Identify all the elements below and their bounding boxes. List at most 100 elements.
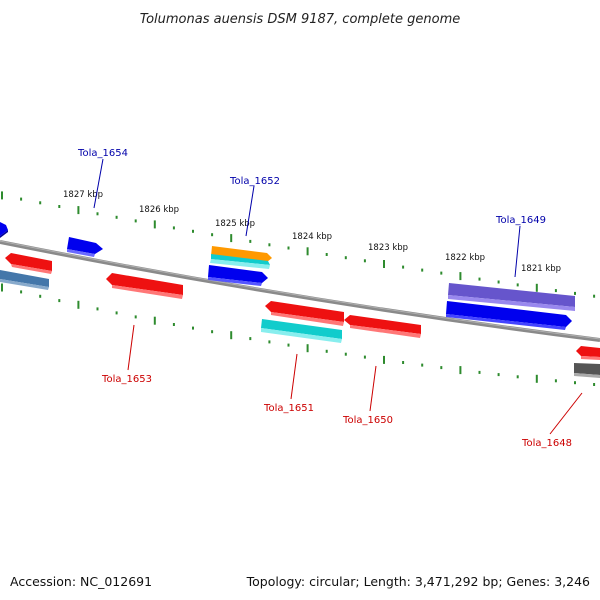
- gene-label-tola-1654[interactable]: Tola_1654: [77, 148, 128, 159]
- inner-ring-tick: [459, 366, 462, 375]
- outer-ring-tick: [478, 277, 481, 281]
- gene-tola-1653[interactable]: [106, 273, 183, 299]
- outer-ring-tick: [20, 197, 23, 201]
- leader-line-tola-1650: [369, 365, 377, 412]
- gene-tola-1654[interactable]: [67, 237, 103, 257]
- genome-backbone-highlight: [0, 240, 600, 340]
- outer-ring-tick: [287, 246, 290, 250]
- inner-ring-tick: [1, 283, 3, 292]
- outer-ring-tick: [153, 220, 156, 229]
- gene-label-tola-1653[interactable]: Tola_1653: [101, 374, 152, 385]
- outer-ring-tick: [535, 283, 538, 292]
- inner-ring-tick: [249, 337, 252, 341]
- outer-ring-tick: [593, 294, 596, 298]
- inner-ring-tick: [39, 294, 42, 298]
- outer-ring-tick: [554, 289, 557, 293]
- inner-ring-tick: [77, 300, 80, 309]
- outer-ring-tick: [344, 256, 347, 260]
- kbp-label-1821: 1821 kbp: [521, 264, 561, 274]
- gene-steel-edge-left[interactable]: [0, 270, 49, 290]
- map-title: Tolumonas auensis DSM 9187, complete gen…: [140, 12, 461, 27]
- outer-ring-tick: [440, 271, 443, 275]
- outer-ring-tick: [363, 259, 366, 263]
- outer-ring-tick: [421, 268, 424, 272]
- inner-ring-tick: [516, 375, 519, 379]
- gene-tola-1652[interactable]: [210, 246, 272, 269]
- inner-ring-tick: [325, 349, 328, 353]
- outer-ring-tick: [96, 212, 99, 216]
- inner-ring-tick: [440, 366, 443, 370]
- outer-ring-tick: [172, 226, 175, 230]
- kbp-label-1824: 1824 kbp: [292, 232, 332, 242]
- outer-ring-tick: [268, 243, 271, 247]
- inner-ring-tick: [211, 330, 214, 334]
- gene-label-tola-1651[interactable]: Tola_1651: [263, 403, 314, 414]
- outer-ring-tick: [516, 283, 519, 287]
- outer-ring-tick: [574, 291, 576, 295]
- outer-ring-tick: [249, 239, 252, 243]
- inner-ring-tick: [363, 355, 366, 359]
- accession-text: Accession: NC_012691: [10, 574, 152, 589]
- inner-ring-tick: [421, 363, 424, 367]
- outer-ring-tick: [230, 234, 233, 243]
- leader-line-tola-1653: [127, 324, 135, 371]
- outer-ring-tick: [134, 219, 137, 223]
- gene-label-tola-1652[interactable]: Tola_1652: [229, 176, 280, 187]
- inner-ring-tick: [402, 361, 405, 364]
- leader-line-tola-1654: [93, 158, 104, 209]
- leader-line-tola-1649: [514, 225, 521, 278]
- outer-ring-tick: [325, 253, 328, 256]
- inner-ring-tick: [497, 373, 500, 377]
- topology-summary-text: Topology: circular; Length: 3,471,292 bp…: [246, 574, 590, 589]
- inner-ring-tick: [554, 379, 557, 383]
- outer-ring-tick: [58, 205, 61, 208]
- inner-ring-tick: [535, 374, 538, 383]
- gene-blue-1825[interactable]: [208, 265, 268, 286]
- inner-ring-tick: [593, 383, 596, 386]
- kbp-label-1823: 1823 kbp: [368, 243, 408, 253]
- outer-ring-tick: [77, 206, 80, 215]
- gene-blue-1821[interactable]: [446, 301, 572, 330]
- gene-tola-1651-red[interactable]: [265, 301, 344, 326]
- gene-gray-edge-right[interactable]: [574, 363, 600, 378]
- outer-ring-tick: [459, 272, 462, 281]
- outer-ring-tick: [306, 247, 309, 256]
- outer-ring-tick: [211, 233, 214, 237]
- inner-ring-tick: [230, 331, 233, 340]
- inner-ring-tick: [153, 316, 156, 325]
- gene-tola-1648[interactable]: [576, 346, 600, 360]
- inner-ring-tick: [478, 370, 481, 374]
- gene-label-tola-1648[interactable]: Tola_1648: [521, 438, 572, 449]
- outer-ring-tick: [497, 280, 500, 284]
- inner-ring-tick: [20, 290, 23, 294]
- kbp-label-1825: 1825 kbp: [215, 219, 255, 229]
- outer-tick-ring: [1, 191, 596, 298]
- inner-ring-tick: [134, 315, 137, 319]
- outer-ring-tick: [115, 215, 118, 219]
- outer-ring-tick: [1, 191, 3, 200]
- leader-line-tola-1651: [290, 353, 298, 400]
- inner-ring-tick: [574, 381, 576, 385]
- inner-ring-tick: [306, 344, 309, 353]
- gene-tola-1649[interactable]: [448, 283, 575, 311]
- gene-tola-1650[interactable]: [344, 315, 421, 338]
- inner-ring-tick: [172, 323, 175, 326]
- gene-label-tola-1650[interactable]: Tola_1650: [342, 415, 393, 426]
- outer-ring-tick: [39, 201, 42, 205]
- kbp-label-1826: 1826 kbp: [139, 205, 179, 215]
- gene-label-tola-1649[interactable]: Tola_1649: [495, 215, 546, 226]
- kbp-label-1827: 1827 kbp: [63, 190, 103, 200]
- inner-ring-tick: [96, 307, 99, 311]
- leader-line-tola-1652: [245, 185, 255, 237]
- inner-tick-ring: [1, 283, 596, 386]
- inner-ring-tick: [58, 299, 61, 303]
- gene-red-edge-left[interactable]: [5, 253, 52, 274]
- outer-ring-tick: [192, 229, 194, 233]
- gene-tola-1651[interactable]: [261, 319, 342, 343]
- leader-line-tola-1648: [549, 392, 583, 435]
- gene-blue-edge-left[interactable]: [0, 222, 8, 238]
- inner-ring-tick: [192, 326, 194, 330]
- inner-ring-tick: [344, 352, 347, 356]
- inner-ring-tick: [287, 343, 290, 347]
